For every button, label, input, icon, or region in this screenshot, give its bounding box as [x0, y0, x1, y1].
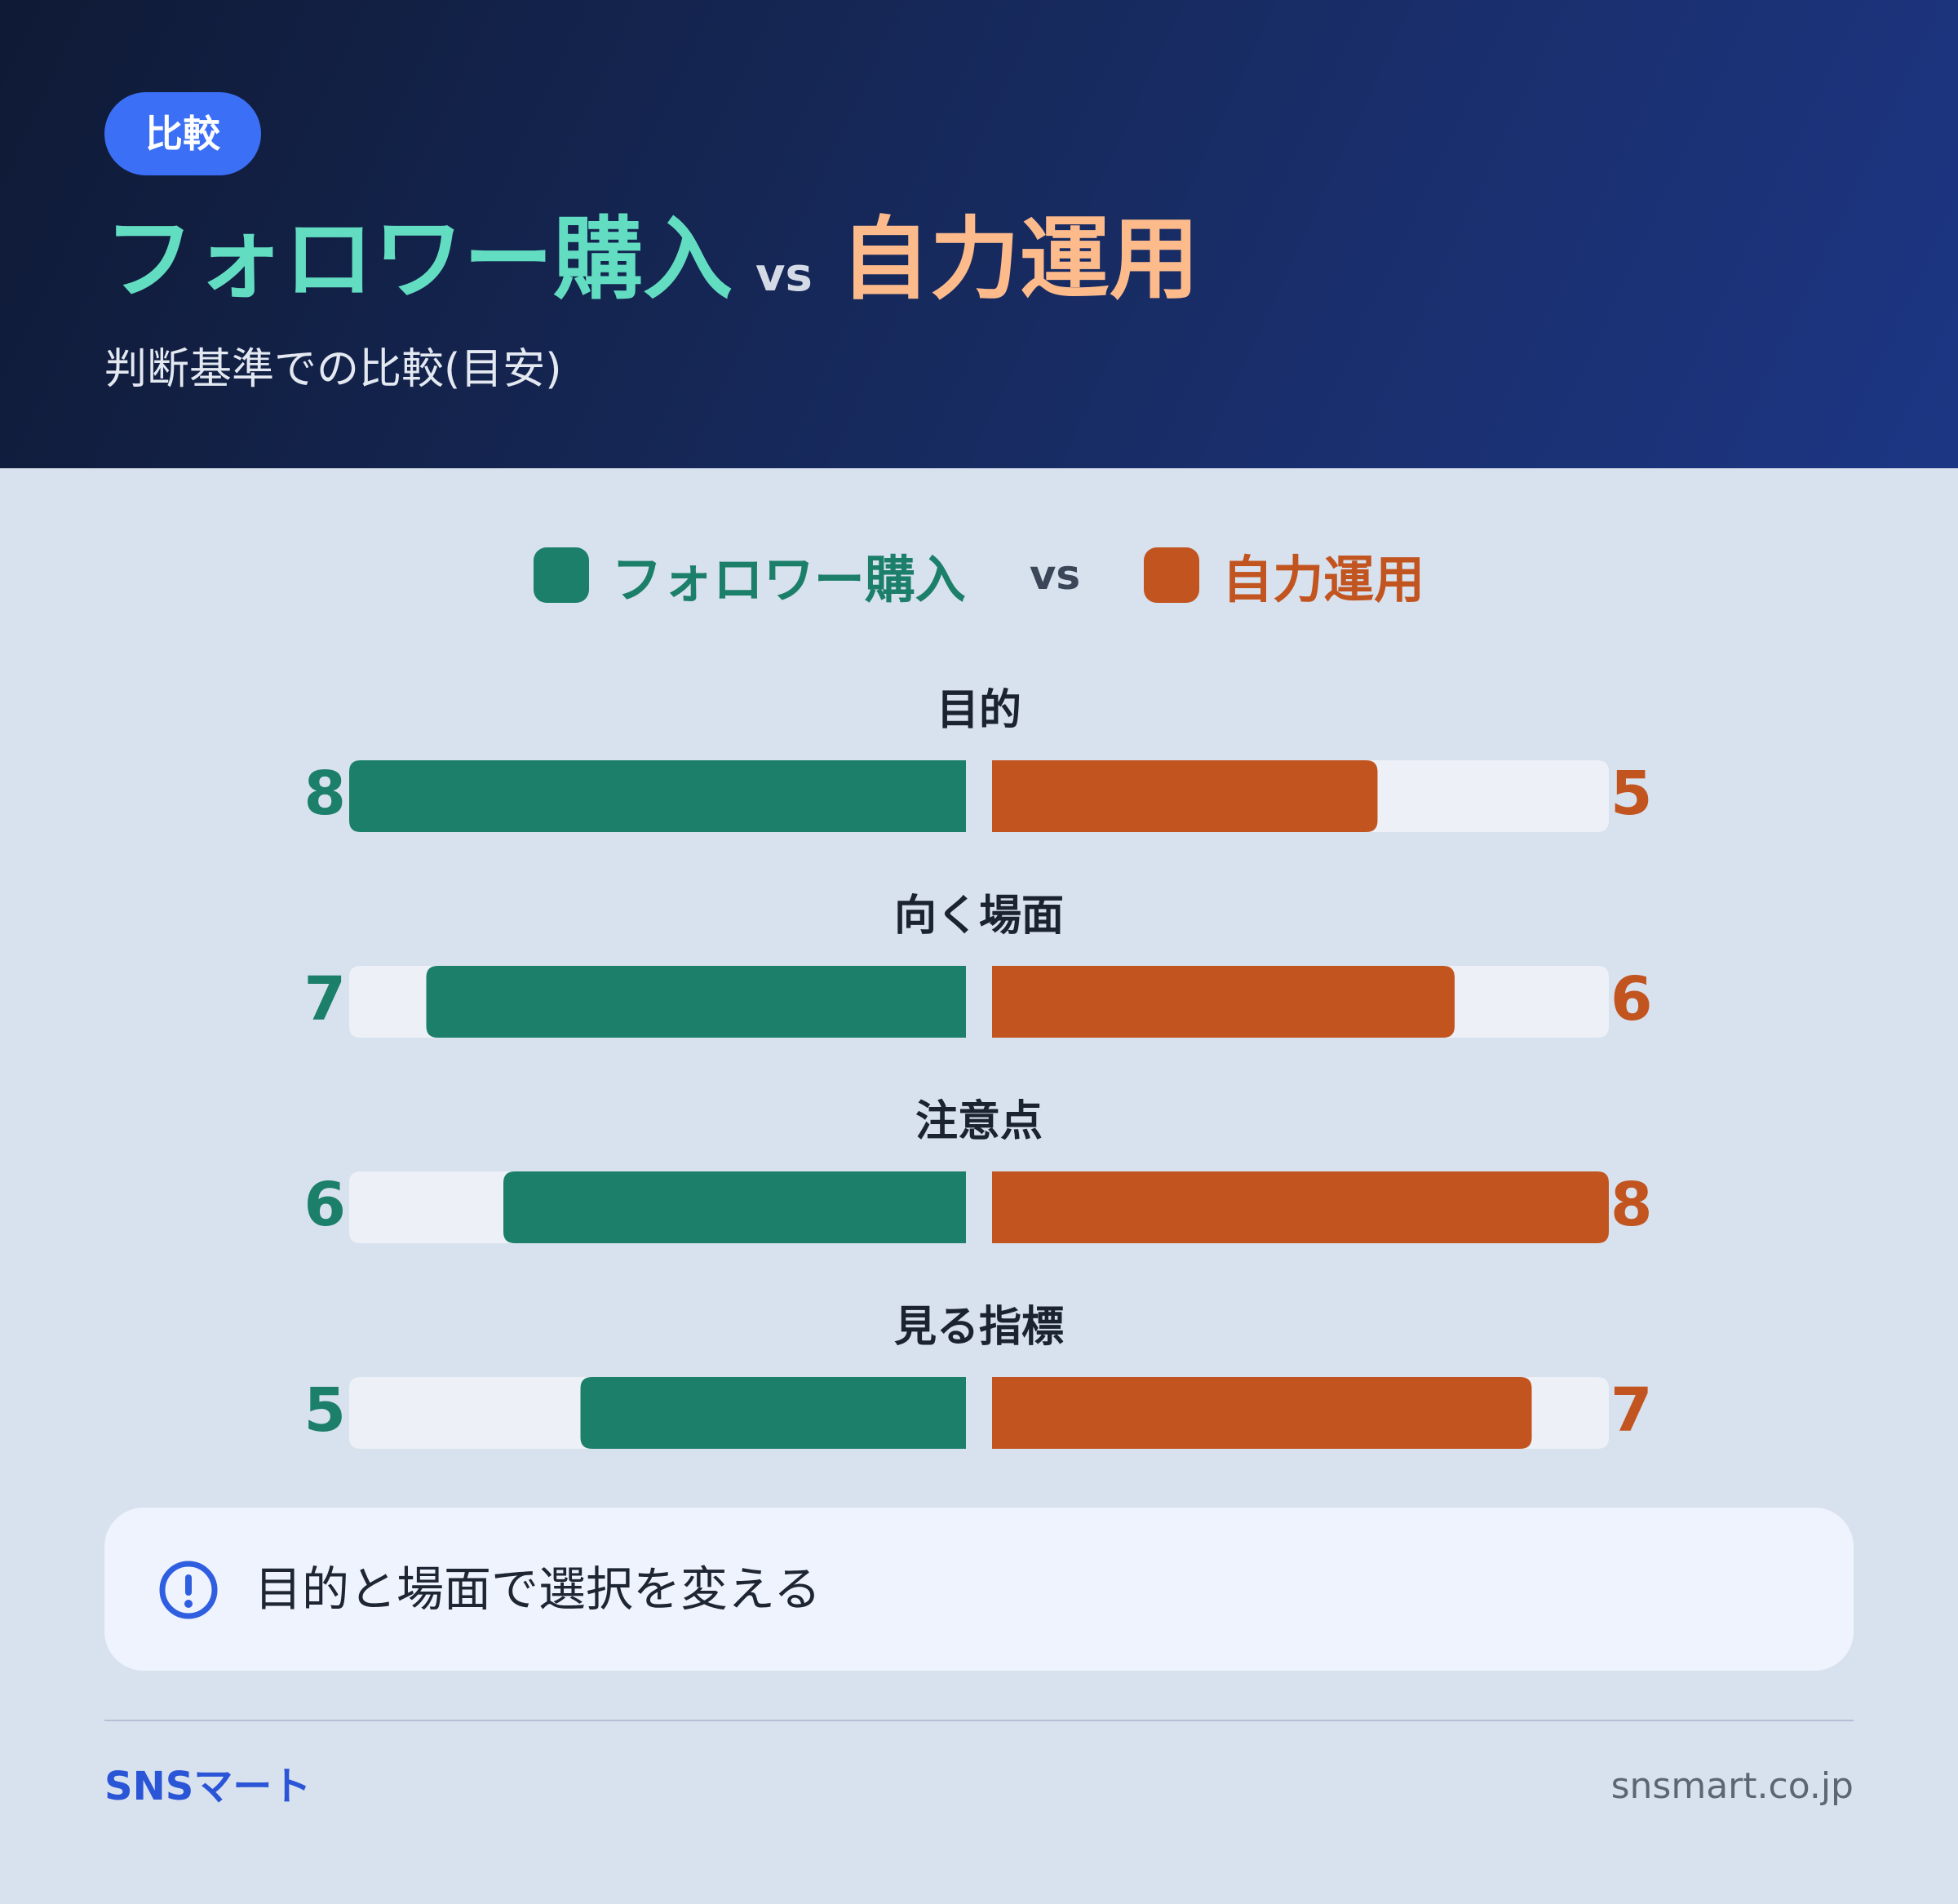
legend-label-b: 自力運用	[1222, 550, 1425, 609]
value-label-b: 7	[1610, 1375, 1653, 1446]
bar-track-right	[992, 966, 1609, 1038]
bar-self-operation	[992, 966, 1455, 1038]
category-badge: 比較	[104, 92, 261, 175]
value-label-b: 6	[1610, 964, 1653, 1034]
page-subtitle: 判断基準での比較(目安)	[104, 345, 562, 394]
bar-follower-purchase	[349, 760, 966, 832]
bar-follower-purchase	[426, 966, 966, 1038]
value-label-a: 5	[304, 1375, 347, 1446]
bar-self-operation	[992, 1377, 1532, 1449]
value-label-a: 6	[304, 1170, 347, 1240]
value-label-b: 5	[1610, 759, 1653, 829]
legend-label-a: フォロワー購入	[611, 550, 966, 609]
value-label-a: 8	[304, 759, 347, 829]
category-label: 向く場面	[894, 892, 1064, 941]
footer-site: snsmart.co.jp	[1610, 1765, 1854, 1807]
legend-swatch-a	[533, 547, 589, 603]
value-label-b: 8	[1610, 1170, 1653, 1240]
bar-track-right	[992, 760, 1609, 832]
bar-self-operation	[992, 1171, 1609, 1243]
category-label: 見る指標	[894, 1303, 1064, 1352]
bar-track-left	[349, 1377, 966, 1449]
note-box: 目的と場面で選択を変える	[104, 1508, 1854, 1671]
bar-track-left	[349, 966, 966, 1038]
bar-track-right	[992, 1377, 1609, 1449]
legend-vs: vs	[1029, 551, 1081, 599]
note-text: 目的と場面で選択を変える	[255, 1561, 822, 1617]
chart-legend: フォロワー購入 vs 自力運用	[0, 538, 1958, 612]
bar-self-operation	[992, 760, 1378, 832]
footer-brand: SNSマート	[104, 1764, 312, 1809]
legend-swatch-b	[1144, 547, 1200, 603]
bar-track-left	[349, 760, 966, 832]
category-label: 目的	[937, 686, 1021, 735]
bar-follower-purchase	[503, 1171, 966, 1243]
bar-track-left	[349, 1171, 966, 1243]
header-banner: 比較 フォロワー購入 vs 自力運用 判断基準での比較(目安)	[0, 0, 1958, 468]
footer-divider	[104, 1720, 1854, 1721]
bar-follower-purchase	[580, 1377, 966, 1449]
bar-track-right	[992, 1171, 1609, 1243]
title-option-b: 自力運用	[839, 207, 1199, 312]
value-label-a: 7	[304, 964, 347, 1034]
title-vs: vs	[755, 249, 813, 302]
page-title: フォロワー購入 vs 自力運用	[104, 202, 1199, 317]
category-label: 注意点	[915, 1097, 1043, 1146]
info-circle-icon	[159, 1561, 218, 1619]
title-option-a: フォロワー購入	[104, 207, 733, 312]
